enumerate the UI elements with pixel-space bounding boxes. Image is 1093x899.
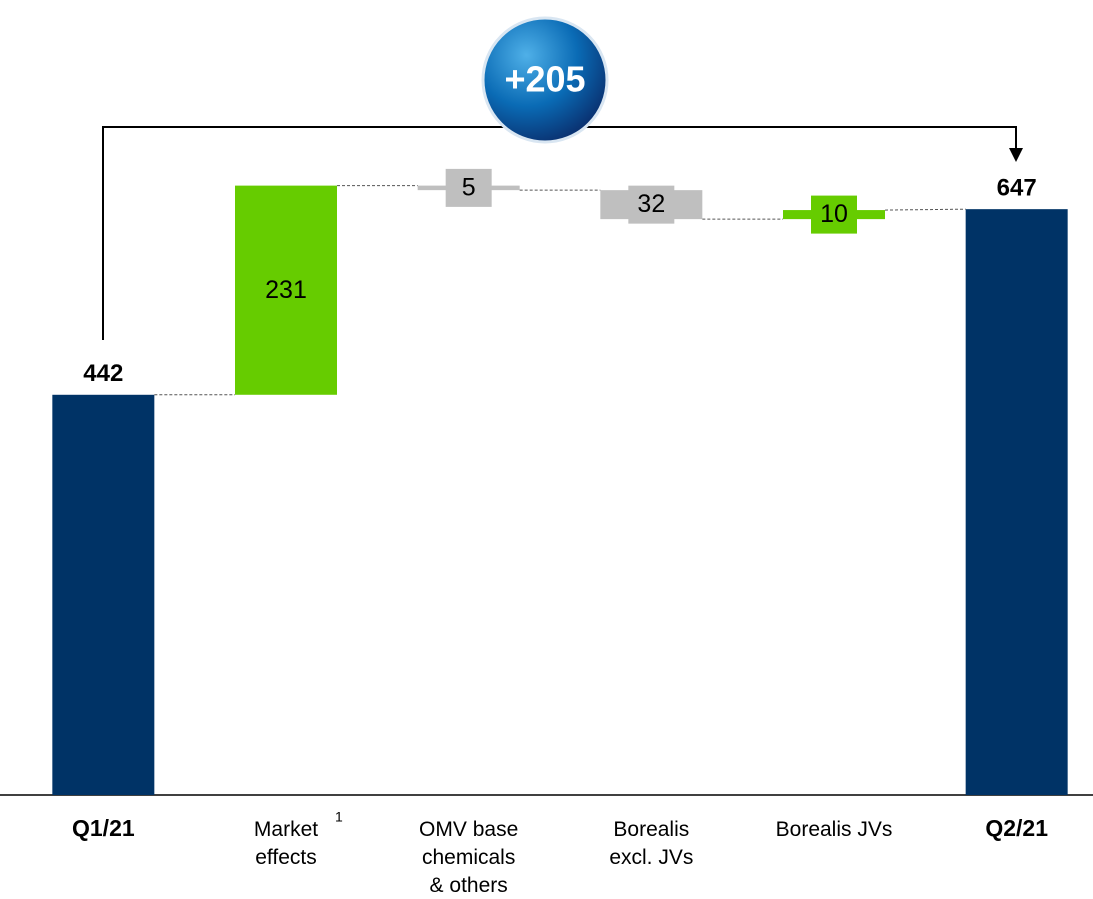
label-box [811,195,857,234]
value-label: 442 [83,360,123,387]
value-label: 231 [265,276,307,304]
bar [235,185,337,395]
arrow-head [1009,148,1023,162]
bar [52,394,155,795]
value-label: 647 [997,175,1037,202]
annotation: +205 [504,59,585,100]
value-label: 32 [637,190,665,218]
value-label: 5 [462,173,476,201]
x-tick-label: Q1/21 [72,815,135,841]
footnote-mark: 1 [335,809,343,825]
x-tick-label: OMV base chemicals & others [419,818,518,897]
x-tick-label: Market effects [254,818,318,869]
x-tick-label: Borealis excl. JVs [609,818,693,869]
x-tick-label: Q2/21 [985,815,1048,841]
x-tick-label: Borealis JVs [776,818,893,841]
bar [965,209,1068,796]
value-label: 10 [820,200,848,228]
label-box [628,185,675,224]
annotation-bubble [481,16,609,144]
label-box [445,168,492,207]
connector [884,208,966,211]
